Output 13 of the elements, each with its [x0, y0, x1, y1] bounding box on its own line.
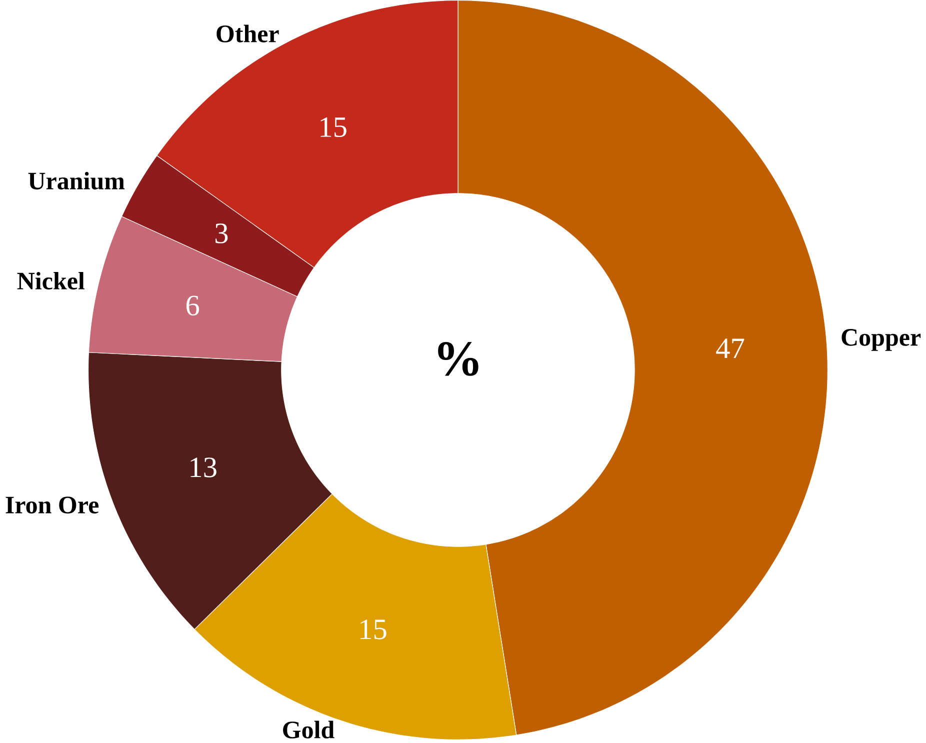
slice-label: Iron Ore: [6, 496, 99, 514]
data-label: 6: [186, 296, 200, 316]
data-label: 15: [360, 619, 386, 640]
data-label: 3: [215, 223, 228, 244]
data-label: 15: [320, 117, 346, 137]
data-label: 47: [716, 338, 744, 358]
slice-label: Gold: [283, 720, 334, 738]
slice-label: Copper: [842, 328, 921, 351]
slice-label: Nickel: [17, 272, 85, 290]
slice-label: Uranium: [28, 172, 125, 190]
slice-label: Other: [216, 24, 279, 42]
data-label: 13: [190, 457, 216, 478]
text: %: [438, 342, 478, 376]
